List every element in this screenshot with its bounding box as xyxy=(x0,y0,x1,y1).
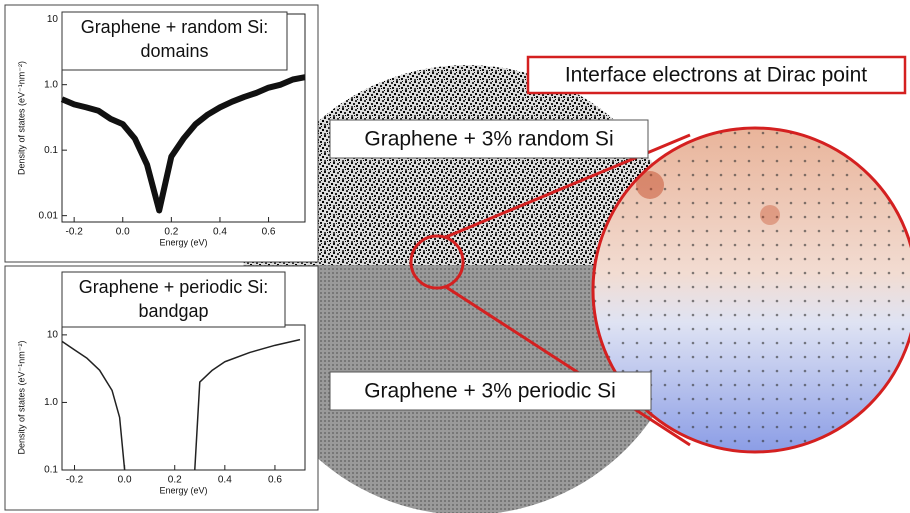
y-axis-label: Density of states (eV⁻¹nm⁻²) xyxy=(16,61,26,175)
zoom-region xyxy=(409,234,465,290)
x-tick-label: -0.2 xyxy=(66,475,84,486)
x-tick-label: -0.2 xyxy=(66,227,84,238)
y-tick-label: 0.01 xyxy=(39,210,59,221)
annotation: Graphene + 3% periodic Si xyxy=(364,380,616,403)
dos-line xyxy=(61,338,301,471)
annotation: Graphene + 3% random Si xyxy=(364,128,613,151)
label-box xyxy=(526,55,907,95)
y-tick-label: 1.0 xyxy=(44,397,58,408)
title-box xyxy=(61,11,288,71)
y-tick-label: 10 xyxy=(47,14,59,25)
electron-hotspot xyxy=(636,171,664,199)
y-tick-label: 10 xyxy=(47,330,59,341)
x-tick-label: 0.4 xyxy=(218,475,232,486)
zoom-atoms xyxy=(593,128,910,452)
title-box xyxy=(61,271,286,328)
chart-title: Graphene + random Si: xyxy=(81,17,269,37)
annotation: Interface electrons at Dirac point xyxy=(565,64,867,87)
x-axis-label: Energy (eV) xyxy=(159,237,207,247)
label-box xyxy=(329,371,652,411)
x-tick-label: 0.0 xyxy=(118,475,132,486)
chart-title: Graphene + periodic Si: xyxy=(79,277,269,297)
electron-hotspot xyxy=(760,205,780,225)
zoom-border xyxy=(591,126,910,454)
y-tick-label: 0.1 xyxy=(44,465,58,476)
y-axis-label: Density of states (eV⁻¹nm⁻²) xyxy=(16,340,26,454)
x-tick-label: 0.0 xyxy=(116,227,130,238)
x-tick-label: 0.6 xyxy=(262,227,276,238)
chart-title: bandgap xyxy=(138,301,208,321)
x-tick-label: 0.2 xyxy=(164,227,178,238)
y-tick-label: 0.1 xyxy=(44,145,58,156)
x-tick-label: 0.2 xyxy=(168,475,182,486)
zoom-line xyxy=(445,133,691,239)
x-axis-label: Energy (eV) xyxy=(159,485,207,495)
x-tick-label: 0.6 xyxy=(268,475,282,486)
x-tick-label: 0.4 xyxy=(213,227,227,238)
label-box xyxy=(329,119,649,159)
dos-line xyxy=(60,74,306,214)
zoom-line xyxy=(445,285,691,447)
chart-title: domains xyxy=(140,41,208,61)
y-tick-label: 1.0 xyxy=(44,79,58,90)
